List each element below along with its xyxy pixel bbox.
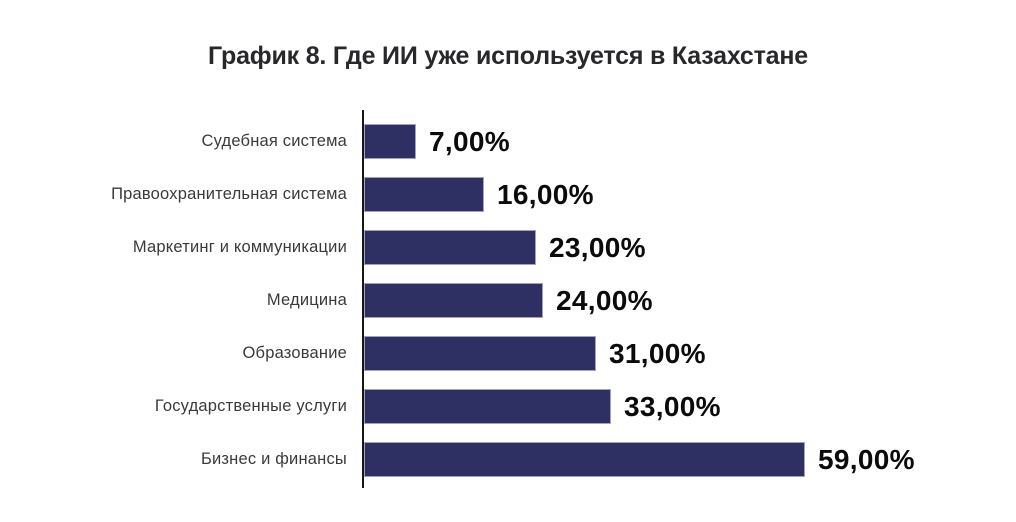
chart-row: Государственные услуги 33,00% bbox=[0, 380, 1016, 433]
category-label: Бизнес и финансы bbox=[200, 450, 347, 468]
value-label: 31,00% bbox=[609, 337, 706, 369]
value-label: 33,00% bbox=[624, 390, 721, 422]
chart-row: Образование 31,00% bbox=[0, 327, 1016, 380]
chart-row: Бизнес и финансы 59,00% bbox=[0, 433, 1016, 486]
value-label: 16,00% bbox=[497, 178, 594, 210]
category-label: Правоохранительная система bbox=[111, 185, 347, 203]
chart-title: График 8. Где ИИ уже используется в Каза… bbox=[208, 42, 808, 70]
bar bbox=[364, 336, 596, 371]
category-label: Государственные услуги bbox=[154, 397, 347, 415]
bar bbox=[364, 230, 536, 265]
value-label: 23,00% bbox=[549, 231, 646, 263]
category-label: Медицина bbox=[266, 291, 347, 309]
value-label: 59,00% bbox=[818, 443, 915, 475]
category-label: Образование bbox=[242, 344, 347, 362]
bar bbox=[364, 389, 611, 424]
bar bbox=[364, 283, 543, 318]
chart-row: Судебная система 7,00% bbox=[0, 115, 1016, 168]
bar bbox=[364, 442, 805, 477]
value-label: 24,00% bbox=[556, 284, 653, 316]
value-label: 7,00% bbox=[429, 125, 510, 157]
category-label: Судебная система bbox=[201, 132, 347, 150]
chart-rows: Судебная система 7,00% Правоохранительная … bbox=[0, 115, 1016, 486]
bar bbox=[364, 177, 484, 212]
chart-row: Медицина 24,00% bbox=[0, 274, 1016, 327]
chart-row: Маркетинг и коммуникации 23,00% bbox=[0, 221, 1016, 274]
y-axis-line bbox=[362, 110, 364, 488]
category-label: Маркетинг и коммуникации bbox=[132, 238, 347, 256]
bar bbox=[364, 124, 416, 159]
chart-row: Правоохранительная система 16,00% bbox=[0, 168, 1016, 221]
